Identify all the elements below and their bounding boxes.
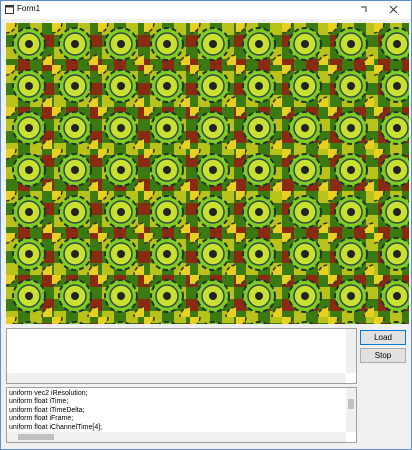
horizontal-scrollbar[interactable] <box>7 432 346 442</box>
code-text: uniform vec2 iResolution; uniform float i… <box>9 390 102 432</box>
code-line: uniform float iChannelTime[4]; <box>9 423 103 431</box>
horizontal-scrollbar[interactable] <box>7 373 346 383</box>
scroll-thumb[interactable] <box>18 434 54 440</box>
code-line: uniform vec2 iResolution; <box>9 390 88 397</box>
code-line: uniform float iTime; <box>9 398 69 406</box>
output-textbox[interactable] <box>6 328 357 384</box>
scroll-thumb[interactable] <box>348 399 354 409</box>
window-title: Form1 <box>17 4 41 13</box>
title-bar: Form1 <box>1 1 411 19</box>
load-button[interactable]: Load <box>360 330 406 345</box>
code-line: uniform float iTimeDelta; <box>9 406 85 414</box>
stop-button[interactable]: Stop <box>360 348 406 363</box>
vertical-scrollbar[interactable] <box>346 329 356 373</box>
code-textbox[interactable]: uniform vec2 iResolution; uniform float i… <box>6 387 357 443</box>
shader-preview <box>6 23 409 324</box>
vertical-scrollbar[interactable] <box>346 388 356 432</box>
code-line: uniform float iFrame; <box>9 415 74 423</box>
maximize-button[interactable] <box>359 5 369 15</box>
app-icon <box>5 5 14 14</box>
close-button[interactable] <box>389 5 399 15</box>
